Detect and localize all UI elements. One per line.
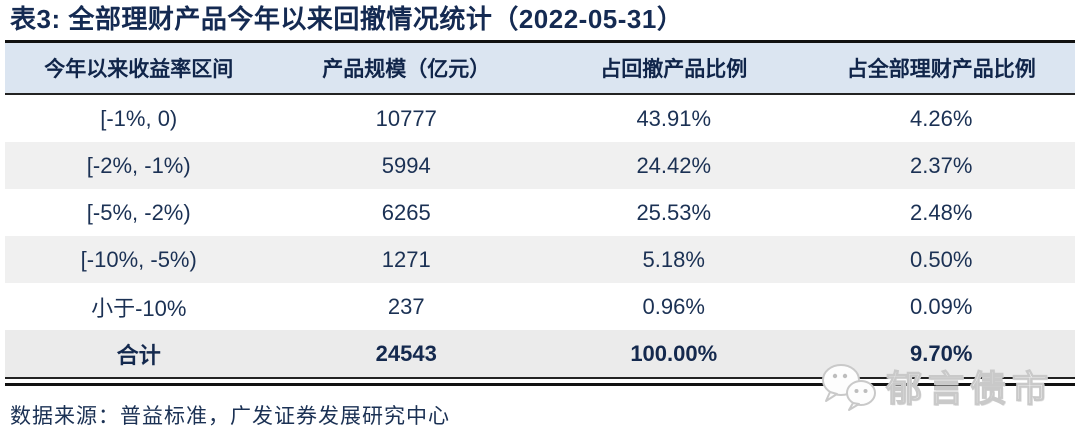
- table-cell: [-5%, -2%): [86, 199, 191, 225]
- table-cell: 2.37%: [910, 152, 973, 178]
- table-cell: [-1%, 0): [100, 105, 178, 131]
- table-row: 小于-10% 237 0.96% 0.09%: [5, 283, 1075, 330]
- drawdown-stats-table: 今年以来收益率区间 产品规模（亿元） 占回撤产品比例 占全部理财产品比例 [-1…: [5, 40, 1075, 386]
- table-cell: 5994: [381, 152, 431, 178]
- table-header-row: 今年以来收益率区间 产品规模（亿元） 占回撤产品比例 占全部理财产品比例: [5, 40, 1075, 95]
- table-cell: 0.96%: [642, 293, 705, 319]
- table-row: [-10%, -5%) 1271 5.18% 0.50%: [5, 236, 1075, 283]
- table-cell: [-10%, -5%): [80, 246, 197, 272]
- table-cell: 237: [387, 293, 425, 319]
- table-cell: 1271: [381, 246, 431, 272]
- table-cell: 10777: [375, 105, 437, 131]
- header-product-scale: 产品规模（亿元）: [322, 58, 491, 81]
- table-bottom-rule: [5, 377, 1075, 386]
- header-share-of-drawdown-products: 占回撤产品比例: [600, 58, 748, 81]
- table-cell: 小于-10%: [91, 295, 187, 321]
- table-row: [-5%, -2%) 6265 25.53% 2.48%: [5, 189, 1075, 236]
- table-cell: 24543: [375, 340, 437, 366]
- table-cell: 0.09%: [910, 293, 973, 319]
- table-cell: 9.70%: [910, 340, 973, 366]
- table-row: [-1%, 0) 10777 43.91% 4.26%: [5, 95, 1075, 142]
- table-row: [-2%, -1%) 5994 24.42% 2.37%: [5, 142, 1075, 189]
- data-source-note: 数据来源：普益标准，广发证券发展研究中心: [10, 405, 450, 428]
- watermark-label: 郁言债市: [885, 367, 1054, 409]
- table-cell: 25.53%: [636, 199, 712, 225]
- table-cell: 4.26%: [910, 105, 973, 131]
- table-cell: [-2%, -1%): [86, 152, 191, 178]
- table-cell: 24.42%: [636, 152, 712, 178]
- table-cell: 5.18%: [642, 246, 705, 272]
- table-cell: 0.50%: [910, 246, 973, 272]
- table-cell: 100.00%: [630, 340, 718, 366]
- table-cell: 合计: [116, 342, 161, 368]
- table-total-row: 合计 24543 100.00% 9.70%: [5, 330, 1075, 377]
- header-share-of-all-products: 占全部理财产品比例: [846, 58, 1036, 81]
- table-cell: 2.48%: [910, 199, 973, 225]
- watermark: 郁言债市: [818, 360, 1054, 412]
- table-title: 表3: 全部理财产品今年以来回撤情况统计（2022-05-31）: [10, 4, 684, 34]
- table-cell: 43.91%: [636, 105, 712, 131]
- table-cell: 6265: [381, 199, 431, 225]
- table-body: [-1%, 0) 10777 43.91% 4.26% [-2%, -1%) 5…: [5, 95, 1075, 377]
- wechat-bubbles-icon: [821, 364, 876, 411]
- header-return-range: 今年以来收益率区间: [44, 58, 234, 81]
